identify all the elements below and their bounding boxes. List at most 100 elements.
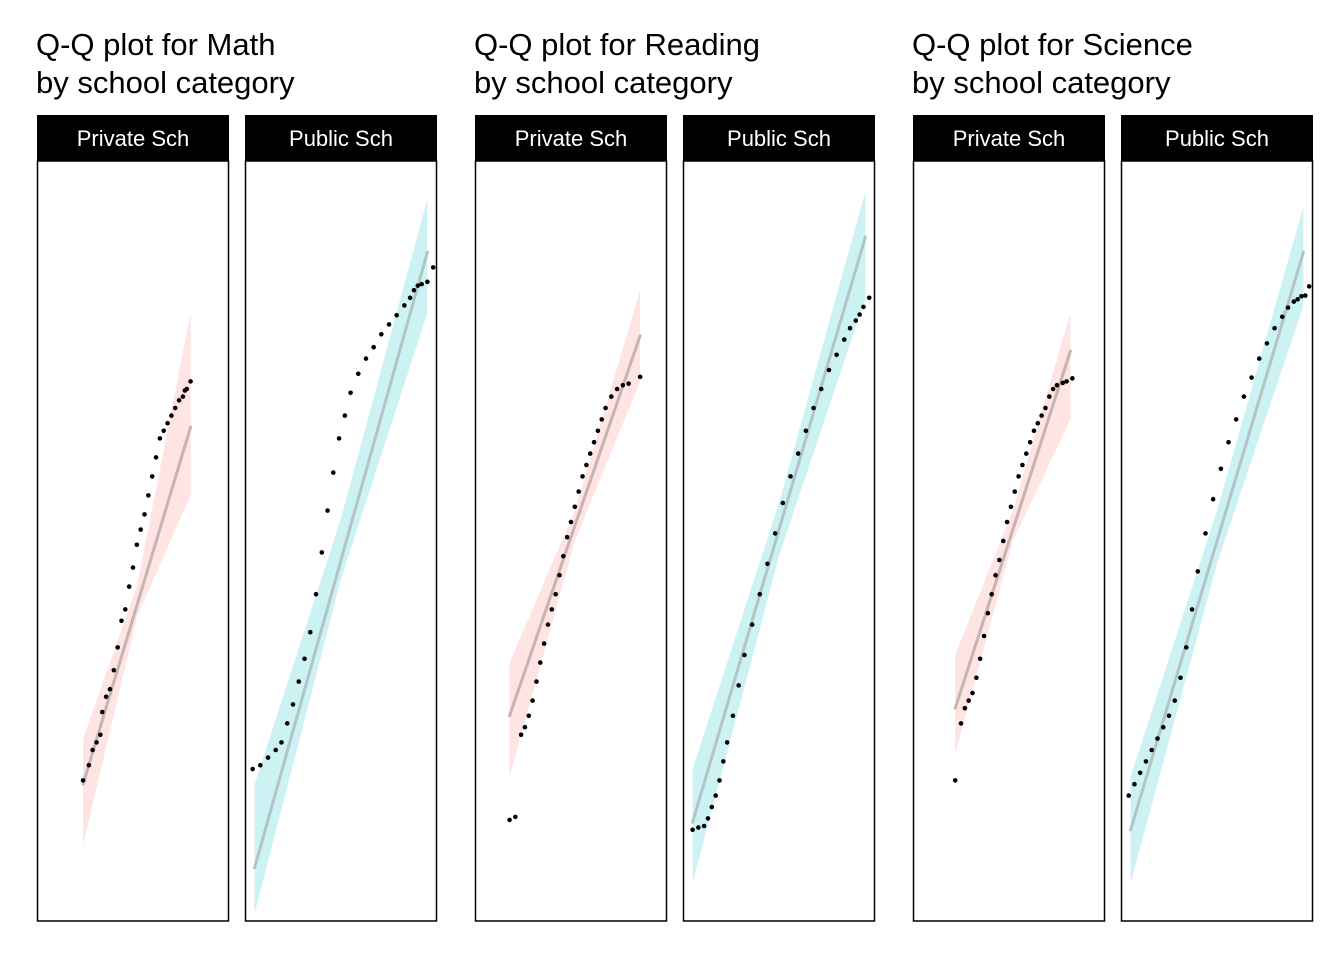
qq-point xyxy=(1233,417,1239,422)
qq-point xyxy=(115,645,120,650)
qq-point xyxy=(1155,736,1160,741)
facet-strip xyxy=(1121,115,1313,161)
chart-title-line-1: Q-Q plot for Science xyxy=(912,27,1193,62)
facet-strip xyxy=(683,115,875,161)
qq-point xyxy=(258,762,263,768)
qq-point xyxy=(599,417,605,422)
qq-point xyxy=(379,331,384,337)
qq-point xyxy=(1043,405,1048,411)
facet-strip-label: Private Sch xyxy=(953,126,1066,151)
facet-panel-border xyxy=(1120,160,1314,922)
qq-point xyxy=(407,295,413,301)
facet-strip xyxy=(37,115,229,161)
qq-reference-line xyxy=(508,334,642,718)
qq-point xyxy=(537,660,543,665)
qq-point xyxy=(780,500,786,506)
qq-point xyxy=(1004,519,1010,525)
qq-point xyxy=(411,287,417,293)
facet-panel-border xyxy=(244,160,438,922)
qq-point xyxy=(265,755,271,760)
qq-point xyxy=(149,474,155,479)
qq-point xyxy=(970,690,975,696)
qq-point xyxy=(637,374,643,380)
qq-confidence-band xyxy=(692,191,866,883)
qq-point xyxy=(1039,413,1044,418)
qq-point xyxy=(818,386,824,392)
qq-point xyxy=(709,804,715,810)
qq-point xyxy=(415,283,421,288)
qq-point xyxy=(290,702,296,707)
qq-point xyxy=(576,489,581,494)
qq-point xyxy=(1249,375,1254,380)
qq-point xyxy=(307,629,313,635)
qq-point xyxy=(1023,451,1029,456)
qq-point xyxy=(165,420,170,426)
qq-point xyxy=(795,451,801,456)
qq-point xyxy=(1132,781,1137,787)
qq-point xyxy=(721,759,726,764)
qq-point xyxy=(981,633,987,639)
qq-point xyxy=(107,686,113,692)
chart-title-line-2: by school category xyxy=(912,65,1171,100)
qq-point xyxy=(1137,770,1143,776)
facet-panel-private-sch: Private Sch xyxy=(912,115,1106,922)
qq-point xyxy=(1306,284,1312,289)
qq-point xyxy=(1031,428,1037,434)
qq-point xyxy=(534,679,539,684)
qq-point xyxy=(1054,382,1060,388)
qq-point xyxy=(626,381,631,386)
qq-point xyxy=(989,591,995,597)
chart-title-line-1: Q-Q plot for Math xyxy=(36,27,275,62)
qq-point xyxy=(99,709,105,715)
qq-point xyxy=(561,553,566,559)
qq-point xyxy=(765,561,770,567)
qq-point xyxy=(1226,439,1231,445)
qq-point xyxy=(1020,462,1025,468)
facet-strip-label: Private Sch xyxy=(515,126,628,151)
qq-point xyxy=(788,474,793,479)
chart-title-line-1: Q-Q plot for Reading xyxy=(474,27,760,62)
qq-point xyxy=(518,732,524,738)
qq-point xyxy=(279,740,284,745)
qq-point xyxy=(974,675,979,681)
qq-point xyxy=(1279,314,1285,320)
qq-point xyxy=(1183,645,1189,650)
qq-point xyxy=(962,705,968,711)
qq-point xyxy=(985,610,991,616)
qq-point xyxy=(430,265,436,270)
qq-point xyxy=(1027,439,1033,445)
qq-point xyxy=(169,413,174,418)
qq-point xyxy=(1160,724,1166,730)
qq-point xyxy=(572,504,578,510)
qq-point xyxy=(142,512,147,517)
qq-point xyxy=(363,356,369,361)
qq-point xyxy=(1299,293,1304,299)
facet-panel-public-sch: Public Sch xyxy=(682,115,876,922)
qq-point xyxy=(549,607,555,612)
qq-point xyxy=(386,322,392,327)
qq-confidence-band xyxy=(509,290,641,777)
qq-point xyxy=(1210,496,1216,502)
facet-panel-border xyxy=(474,160,668,922)
qq-point xyxy=(1143,759,1149,764)
qq-reference-line xyxy=(253,250,429,870)
qq-point xyxy=(1272,325,1277,331)
qq-point xyxy=(580,474,585,479)
qq-point xyxy=(724,740,730,745)
qq-point xyxy=(188,379,193,384)
qq-point xyxy=(1303,293,1308,298)
qq-point xyxy=(841,337,847,342)
qq-point xyxy=(866,295,872,301)
qq-point xyxy=(591,439,597,445)
facet-panel-private-sch: Private Sch xyxy=(36,115,230,922)
qq-reference-line xyxy=(691,235,867,824)
qq-point xyxy=(603,405,608,411)
qq-point xyxy=(342,413,348,418)
qq-point xyxy=(313,591,319,597)
qq-point xyxy=(977,656,983,662)
qq-point xyxy=(713,793,718,798)
qq-point xyxy=(86,762,92,768)
qq-point xyxy=(1126,793,1131,798)
